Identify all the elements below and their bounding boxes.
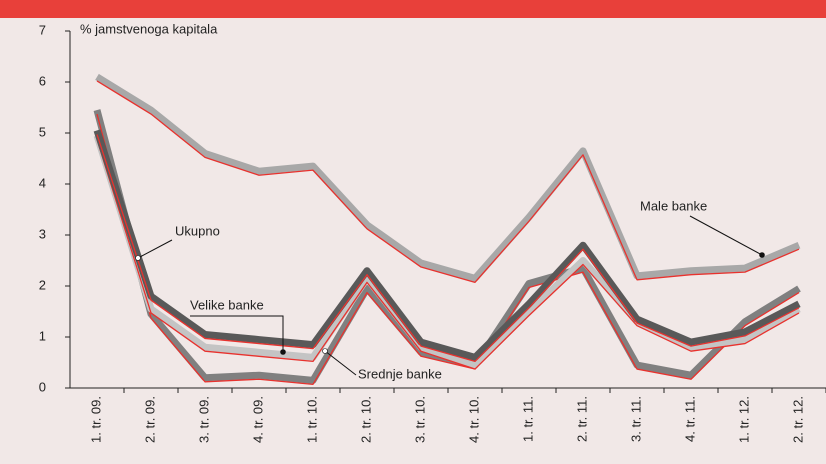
x-tick-label: 2. tr. 09. [142,396,157,443]
y-tick-label: 6 [39,73,46,88]
annotation-leader [689,215,763,256]
y-tick-label: 3 [39,226,46,241]
annotation-dot [280,349,286,355]
x-tick-label: 3. tr. 10. [412,396,427,443]
annotation-leader [137,239,173,259]
annotation-dot [135,255,141,261]
annotation-leader [324,350,357,376]
x-tick-label: 4. tr. 11. [682,396,697,442]
series-line-edge [96,139,800,370]
y-axis-title: % jamstvenoga kapitala [80,21,218,36]
y-tick-label: 0 [39,379,46,394]
y-tick-label: 7 [39,22,46,37]
y-tick-label: 2 [39,277,46,292]
series-line-edge [96,113,800,385]
header-band [0,0,826,18]
series-label: Srednje banke [358,366,442,381]
series-line [95,73,801,282]
series-line-edge [96,134,800,363]
series-label: Velike banke [190,297,264,312]
x-tick-label: 3. tr. 09. [196,396,211,443]
x-tick-label: 4. tr. 09. [250,396,265,443]
y-tick-label: 5 [39,124,46,139]
x-tick-label: 2. tr. 11. [574,396,589,442]
annotation-dot [759,252,765,258]
annotation-dot [322,348,328,354]
y-tick-label: 4 [39,175,46,190]
annotation-leader [190,315,284,352]
x-tick-label: 1. tr. 12. [736,396,751,443]
series-label: Male banke [640,198,707,213]
x-tick-label: 3. tr. 11. [628,396,643,442]
series-label: Ukupno [175,223,220,238]
x-tick-label: 1. tr. 11. [520,396,535,442]
series-line-edge [96,80,800,283]
y-tick-label: 1 [39,328,46,343]
x-tick-label: 1. tr. 10. [304,396,319,443]
x-tick-label: 1. tr. 09. [88,396,103,443]
x-tick-label: 4. tr. 10. [466,396,481,443]
x-tick-label: 2. tr. 12. [790,396,805,443]
series-line [93,129,801,361]
x-tick-label: 2. tr. 10. [358,396,373,443]
